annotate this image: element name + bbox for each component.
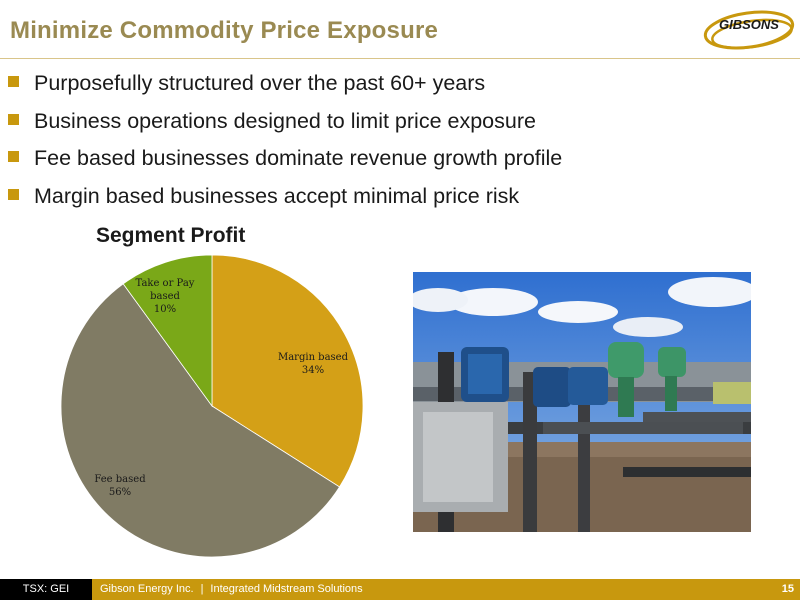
footer-caption: Gibson Energy Inc. | Integrated Midstream … xyxy=(100,579,363,600)
slice-label: Margin based 34% xyxy=(278,352,349,376)
bullet-text: Margin based businesses accept minimal p… xyxy=(34,183,520,208)
square-bullet-icon xyxy=(8,151,19,162)
pie-slice xyxy=(122,254,213,408)
square-bullet-icon xyxy=(8,113,19,125)
ticker-symbol: TSX: GEI xyxy=(0,579,92,600)
pie-slice xyxy=(60,283,341,558)
bullet-text: Business operations designed to limit pr… xyxy=(34,108,536,133)
pie-slice xyxy=(211,254,364,488)
gibsons-logo: GIBSONS xyxy=(703,10,795,50)
bullet-item: Margin based businesses accept minimal p… xyxy=(8,181,562,219)
chart-title: Segment Profit xyxy=(96,224,246,247)
bullet-list: Purposefully structured over the past 60… xyxy=(8,68,562,218)
page-number: 15 xyxy=(781,583,794,595)
svg-text:GIBSONS: GIBSONS xyxy=(719,17,779,32)
bullet-text: Purposefully structured over the past 60… xyxy=(34,71,486,95)
bullet-text: Fee based businesses dominate revenue gr… xyxy=(34,146,563,170)
footer-separator: | xyxy=(200,583,204,595)
bullet-item: Purposefully structured over the past 60… xyxy=(8,68,562,106)
bullet-item: Business operations designed to limit pr… xyxy=(8,106,562,144)
company-tagline: Integrated Midstream Solutions xyxy=(210,583,363,595)
square-bullet-icon xyxy=(8,76,19,87)
slice-label: Fee based 56% xyxy=(94,474,146,498)
square-bullet-icon xyxy=(8,188,19,200)
bullet-item: Fee based businesses dominate revenue gr… xyxy=(8,143,562,181)
footer-bar: TSX: GEI Gibson Energy Inc. | Integrated M… xyxy=(0,579,800,600)
slice-label: Take or Pay based 10% xyxy=(136,278,195,315)
slide-title: Minimize Commodity Price Exposure xyxy=(10,17,439,44)
header-divider xyxy=(0,58,800,59)
pipeline-facility-photo xyxy=(413,272,751,532)
company-name: Gibson Energy Inc. xyxy=(100,583,194,595)
